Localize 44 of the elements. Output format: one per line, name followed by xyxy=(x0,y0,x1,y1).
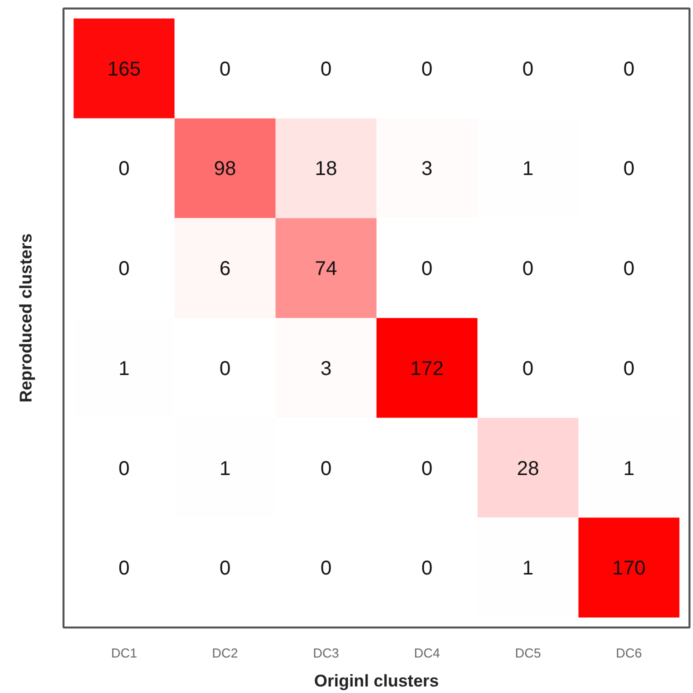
data-label: 0 xyxy=(421,458,433,480)
data-label: 172 xyxy=(410,358,444,380)
data-label: 28 xyxy=(516,458,540,480)
data-label: 0 xyxy=(623,358,634,380)
data-label: 98 xyxy=(214,158,236,180)
data-label: 3 xyxy=(421,158,433,180)
data-label: 3 xyxy=(320,358,332,380)
x-tick-label: DC1 xyxy=(111,646,138,660)
data-label: 0 xyxy=(219,558,231,580)
data-label: 1 xyxy=(219,458,231,480)
data-label: 0 xyxy=(522,358,534,380)
data-label: 0 xyxy=(522,58,534,80)
x-tick-label: DC4 xyxy=(414,646,440,660)
x-tick-label: DC2 xyxy=(212,646,238,660)
data-label: 1 xyxy=(118,358,130,380)
data-label: 0 xyxy=(623,158,634,180)
data-label: 0 xyxy=(118,458,130,480)
data-label: 165 xyxy=(107,58,141,80)
data-label: 0 xyxy=(623,58,634,80)
data-label: 0 xyxy=(320,558,332,580)
data-label: 0 xyxy=(118,258,130,280)
x-axis-title: Originl clusters xyxy=(314,672,439,690)
data-label: 0 xyxy=(522,258,534,280)
data-label: 0 xyxy=(320,58,332,80)
data-label: 170 xyxy=(612,558,646,580)
data-label: 0 xyxy=(421,58,433,80)
data-label: 0 xyxy=(320,458,332,480)
data-label: 0 xyxy=(118,558,130,580)
data-label: 0 xyxy=(219,58,231,80)
data-label: 0 xyxy=(623,258,634,280)
data-label: 18 xyxy=(314,158,338,180)
data-label: 74 xyxy=(314,258,338,280)
data-label: 0 xyxy=(421,558,433,580)
data-label: 6 xyxy=(219,258,231,280)
data-label: 1 xyxy=(623,458,634,480)
x-tick-label: DC6 xyxy=(616,646,642,660)
data-label: 0 xyxy=(118,158,130,180)
data-label: 0 xyxy=(219,358,231,380)
data-label: 1 xyxy=(522,158,534,180)
x-tick-label: DC5 xyxy=(514,646,541,660)
x-tick-label: DC3 xyxy=(313,646,340,660)
y-axis-title: Reproduced clusters xyxy=(16,233,36,403)
data-label: 1 xyxy=(522,558,534,580)
data-label: 0 xyxy=(421,258,433,280)
